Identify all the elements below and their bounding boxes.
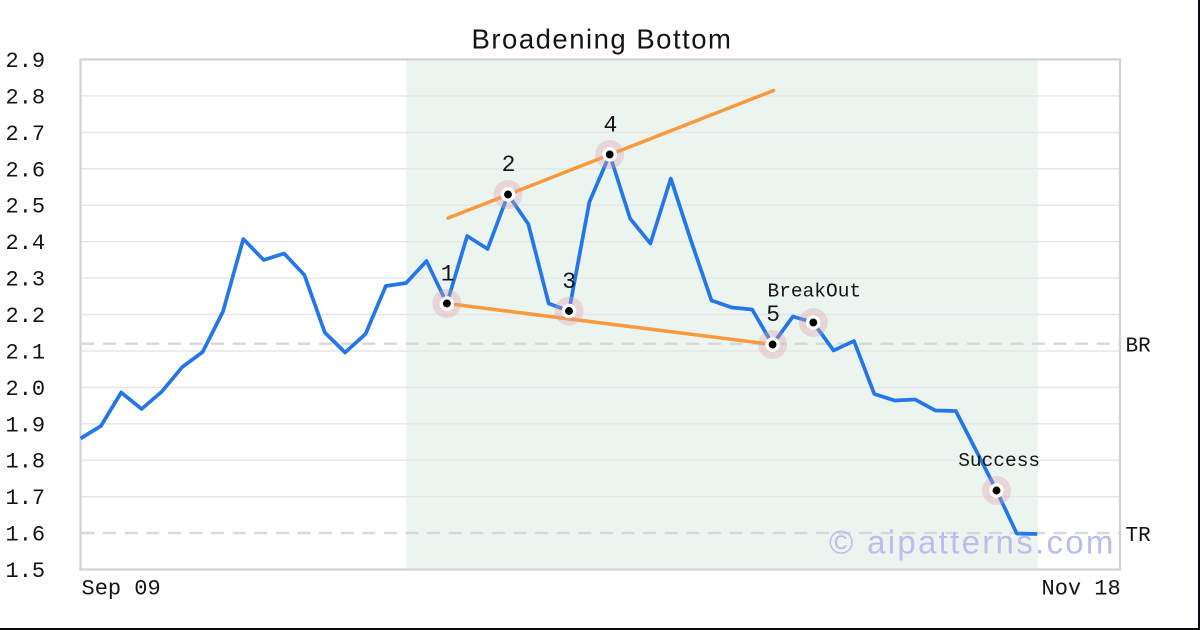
svg-text:© aipatterns.com: © aipatterns.com [829,524,1116,561]
svg-text:2.0: 2.0 [6,377,46,402]
svg-text:2.2: 2.2 [6,304,46,329]
svg-text:1.7: 1.7 [6,486,46,511]
svg-text:3: 3 [562,269,576,295]
svg-text:2: 2 [502,152,516,178]
svg-text:1: 1 [441,262,455,288]
svg-text:Nov 18: Nov 18 [1042,577,1121,602]
svg-text:Success: Success [958,450,1040,472]
svg-text:TR: TR [1126,525,1152,548]
svg-text:4: 4 [603,112,617,138]
svg-text:BreakOut: BreakOut [768,281,862,303]
svg-text:2.9: 2.9 [6,49,46,74]
svg-text:2.1: 2.1 [6,341,46,366]
svg-text:1.8: 1.8 [6,450,46,475]
svg-text:2.5: 2.5 [6,195,46,220]
svg-text:2.6: 2.6 [6,158,46,183]
svg-text:Broadening Bottom: Broadening Bottom [472,24,733,55]
svg-text:2.8: 2.8 [6,85,46,110]
svg-text:2.3: 2.3 [6,268,46,293]
svg-text:1.9: 1.9 [6,413,46,438]
svg-text:2.7: 2.7 [6,122,46,147]
svg-text:1.6: 1.6 [6,523,46,548]
svg-text:Sep 09: Sep 09 [82,577,161,602]
svg-text:5: 5 [766,302,780,328]
svg-text:BR: BR [1126,335,1152,358]
svg-text:2.4: 2.4 [6,231,46,256]
svg-text:1.5: 1.5 [6,559,46,584]
